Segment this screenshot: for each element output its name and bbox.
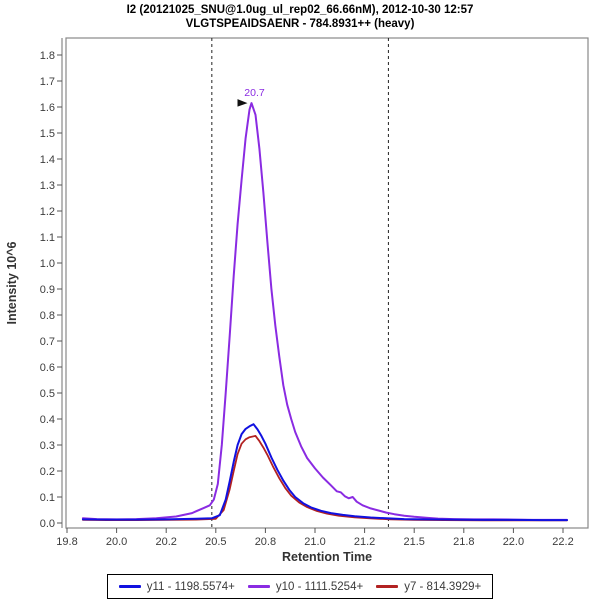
y-tick-label: 1.2: [40, 206, 55, 218]
y-tick-label: 1.1: [40, 232, 55, 244]
y-tick-label: 0.0: [40, 518, 55, 530]
x-tick-label: 20.2: [155, 536, 176, 548]
peak-arrow-icon: [237, 99, 248, 107]
y-tick-label: 0.2: [40, 466, 55, 478]
y-tick-label: 0.8: [40, 310, 55, 322]
plot-border: [65, 37, 589, 529]
y-tick-label: 0.3: [40, 440, 55, 452]
x-tick-label: 22.0: [503, 536, 524, 548]
x-tick-label: 19.8: [56, 536, 77, 548]
legend-line-swatch: [118, 585, 141, 588]
x-tick-label: 21.8: [453, 536, 474, 548]
y-tick-label: 1.6: [40, 102, 55, 114]
y-tick-label: 0.6: [40, 362, 55, 374]
y-tick-label: 1.7: [40, 76, 55, 88]
legend: y11 - 1198.5574+ y10 - 1111.5254+ y7 - 814…: [106, 574, 494, 599]
x-tick-label: 21.0: [304, 536, 325, 548]
y-tick-label: 0.5: [40, 388, 55, 400]
legend-item: y10 - 1111.5254+: [247, 580, 364, 593]
x-tick-label: 20.5: [205, 536, 226, 548]
y-axis-title: Intensity 10^6: [5, 241, 19, 324]
legend-item: y7 - 814.3929+: [376, 581, 481, 593]
y-tick-label: 0.9: [40, 284, 55, 296]
y-tick-label: 0.7: [40, 336, 55, 348]
legend-item: y11 - 1198.5574+: [118, 580, 235, 593]
legend-line-swatch: [247, 585, 270, 588]
legend-label: y10 - 1111.5254+: [275, 580, 364, 593]
y-tick-label: 0.1: [40, 492, 55, 504]
x-tick-label: 21.5: [403, 536, 424, 548]
legend-container: y11 - 1198.5574+ y10 - 1111.5254+ y7 - 814…: [0, 574, 600, 599]
x-tick-label: 20.8: [255, 536, 276, 548]
y-tick-label: 1.3: [40, 180, 55, 192]
y-tick-label: 1.8: [40, 50, 55, 62]
x-axis-title: Retention Time: [282, 550, 372, 564]
x-tick-label: 20.0: [106, 536, 127, 548]
trace-y10: [81, 102, 568, 521]
x-tick-label: 22.2: [552, 536, 573, 548]
peak-rt-label: 20.7: [244, 87, 265, 99]
chart-subtitle: VLGTSPEAIDSAENR - 784.8931++ (heavy): [185, 18, 415, 30]
x-tick-label: 21.2: [354, 536, 375, 548]
y-tick-label: 1.4: [40, 154, 55, 166]
chart-title: I2 (20121025_SNU@1.0ug_ul_rep02_66.66nM)…: [126, 4, 474, 16]
legend-label: y7 - 814.3929+: [404, 580, 482, 593]
y-tick-label: 1.5: [40, 128, 55, 140]
legend-label: y11 - 1198.5574+: [146, 580, 235, 593]
legend-line-swatch: [376, 585, 399, 588]
y-tick-label: 1.0: [40, 258, 55, 270]
y-tick-label: 0.4: [40, 414, 55, 426]
trace-y11: [81, 423, 568, 522]
